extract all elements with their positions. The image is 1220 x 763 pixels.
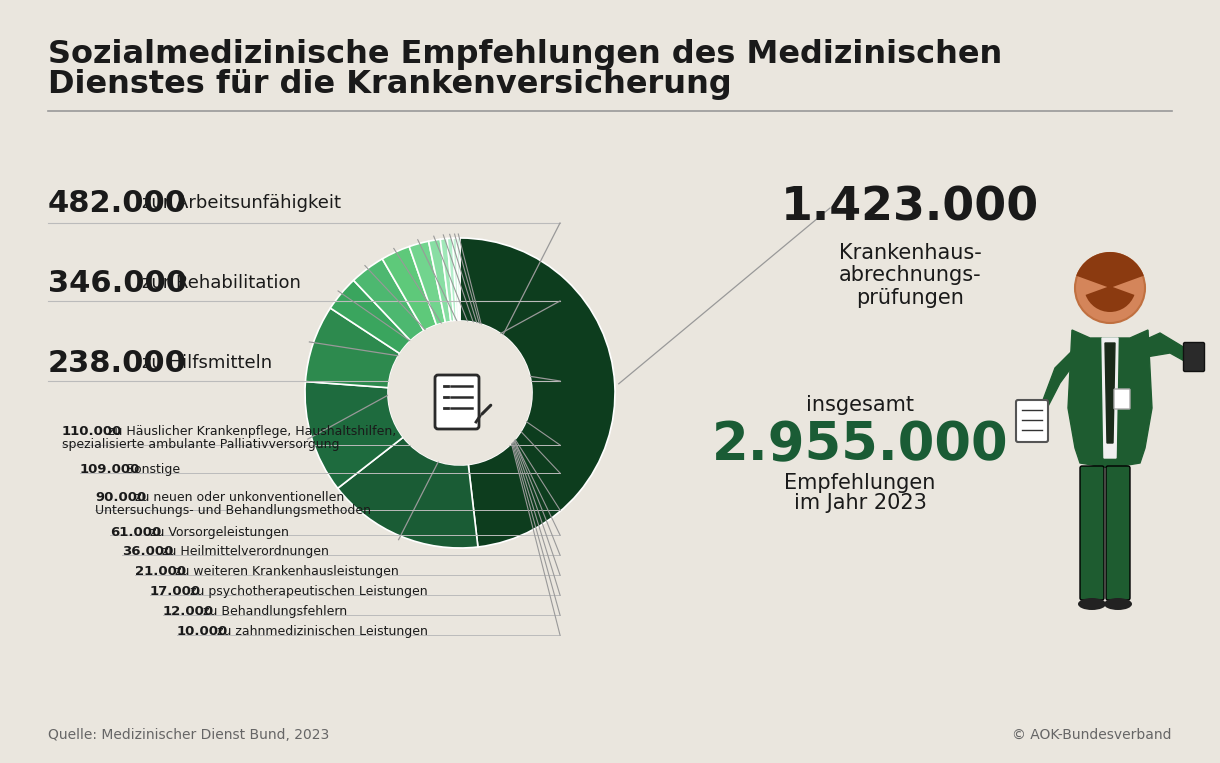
Text: Krankenhaus-: Krankenhaus- xyxy=(838,243,981,263)
Wedge shape xyxy=(382,246,437,330)
FancyBboxPatch shape xyxy=(1080,466,1104,600)
Wedge shape xyxy=(305,308,400,388)
Text: zu Hilfsmitteln: zu Hilfsmitteln xyxy=(143,354,272,372)
Wedge shape xyxy=(331,280,411,353)
FancyBboxPatch shape xyxy=(1114,389,1130,409)
Text: Untersuchungs- und Behandlungsmethoden: Untersuchungs- und Behandlungsmethoden xyxy=(95,504,371,517)
Wedge shape xyxy=(453,238,459,321)
Wedge shape xyxy=(460,238,615,547)
Text: Empfehlungen: Empfehlungen xyxy=(784,473,936,493)
Wedge shape xyxy=(305,382,403,488)
FancyBboxPatch shape xyxy=(1016,400,1048,442)
Text: 10.000: 10.000 xyxy=(177,625,228,638)
Wedge shape xyxy=(1076,252,1144,288)
Text: 90.000: 90.000 xyxy=(95,491,146,504)
Text: 36.000: 36.000 xyxy=(122,545,173,558)
Text: 21.000: 21.000 xyxy=(135,565,187,578)
Text: 61.000: 61.000 xyxy=(110,526,161,539)
Wedge shape xyxy=(456,238,460,321)
Text: zu neuen oder unkonventionellen: zu neuen oder unkonventionellen xyxy=(131,491,344,504)
Text: zu weiteren Krankenhausleistungen: zu weiteren Krankenhausleistungen xyxy=(171,565,399,578)
Wedge shape xyxy=(354,259,423,340)
Text: insgesamt: insgesamt xyxy=(806,395,914,415)
Polygon shape xyxy=(1138,333,1188,363)
Text: 238.000: 238.000 xyxy=(48,349,187,378)
Text: zu zahnmedizinischen Leistungen: zu zahnmedizinischen Leistungen xyxy=(214,625,428,638)
Wedge shape xyxy=(440,239,454,321)
Circle shape xyxy=(1075,253,1146,323)
Text: im Jahr 2023: im Jahr 2023 xyxy=(793,493,926,513)
Text: spezialisierte ambulante Palliativversorgung: spezialisierte ambulante Palliativversor… xyxy=(62,438,339,451)
Circle shape xyxy=(388,321,532,465)
Text: abrechnungs-: abrechnungs- xyxy=(838,265,981,285)
Wedge shape xyxy=(448,238,456,321)
Text: 482.000: 482.000 xyxy=(48,188,187,217)
Text: zu Heilmittelverordnungen: zu Heilmittelverordnungen xyxy=(159,545,329,558)
FancyBboxPatch shape xyxy=(1183,343,1204,372)
Text: zur Arbeitsunfähigkeit: zur Arbeitsunfähigkeit xyxy=(143,194,342,212)
Text: 2.955.000: 2.955.000 xyxy=(711,419,1008,471)
FancyBboxPatch shape xyxy=(1107,466,1130,600)
Text: Sonstige: Sonstige xyxy=(122,463,181,476)
Polygon shape xyxy=(1039,343,1082,418)
Text: © AOK-Bundesverband: © AOK-Bundesverband xyxy=(1013,728,1172,742)
Text: Quelle: Medizinischer Dienst Bund, 2023: Quelle: Medizinischer Dienst Bund, 2023 xyxy=(48,728,329,742)
Wedge shape xyxy=(409,241,445,325)
Polygon shape xyxy=(1102,338,1118,458)
Ellipse shape xyxy=(1078,598,1107,610)
Text: zu Vorsorgeleistungen: zu Vorsorgeleistungen xyxy=(146,526,289,539)
Polygon shape xyxy=(1105,343,1115,443)
Text: zu Behandlungsfehlern: zu Behandlungsfehlern xyxy=(199,605,348,618)
Polygon shape xyxy=(1068,330,1152,468)
Wedge shape xyxy=(1086,286,1135,312)
Text: zur Rehabilitation: zur Rehabilitation xyxy=(143,274,301,292)
Text: 110.000: 110.000 xyxy=(62,425,122,438)
Text: zu psychotherapeutischen Leistungen: zu psychotherapeutischen Leistungen xyxy=(185,585,428,598)
Text: 17.000: 17.000 xyxy=(150,585,201,598)
Text: 346.000: 346.000 xyxy=(48,269,187,298)
Text: Dienstes für die Krankenversicherung: Dienstes für die Krankenversicherung xyxy=(48,69,732,101)
Text: prüfungen: prüfungen xyxy=(856,288,964,308)
FancyBboxPatch shape xyxy=(436,375,479,429)
Text: 1.423.000: 1.423.000 xyxy=(781,185,1039,230)
Text: 12.000: 12.000 xyxy=(163,605,215,618)
Text: Sozialmedizinische Empfehlungen des Medizinischen: Sozialmedizinische Empfehlungen des Medi… xyxy=(48,40,1003,70)
Wedge shape xyxy=(428,240,451,323)
Text: 109.000: 109.000 xyxy=(81,463,140,476)
Text: zu Häuslicher Krankenpflege, Haushaltshilfen,: zu Häuslicher Krankenpflege, Haushaltshi… xyxy=(104,425,396,438)
Wedge shape xyxy=(338,437,478,548)
Ellipse shape xyxy=(1104,598,1132,610)
